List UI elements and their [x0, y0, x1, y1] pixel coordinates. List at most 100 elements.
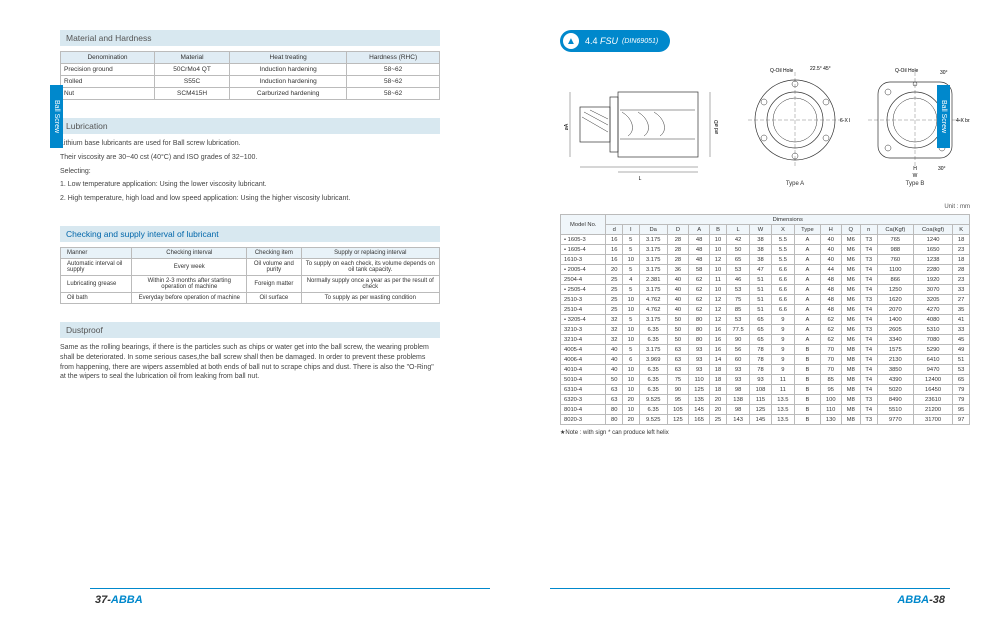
- diagram-row: øA L ød øD Q-Oil Hole 22.5° 45°: [560, 62, 970, 194]
- dim-cell: 2605: [877, 325, 913, 335]
- dim-cell: 50: [667, 335, 688, 345]
- dim-cell: 6.6: [771, 285, 795, 295]
- dim-cell: 10: [623, 405, 640, 415]
- dim-cell: 44: [820, 265, 841, 275]
- dim-cell: 63: [606, 395, 623, 405]
- dim-cell: 53: [726, 265, 750, 275]
- dim-cell: 40: [820, 235, 841, 245]
- dim-cell: 98: [726, 405, 750, 415]
- dim-cell: 51: [750, 285, 771, 295]
- dim-cell: 9770: [877, 415, 913, 425]
- lubrication-line: Selecting:: [60, 167, 440, 177]
- dim-cell: 48: [820, 295, 841, 305]
- dimensions-table: Model No.Dimensions dIDaDABLWXTypeHQnCa(…: [560, 214, 970, 425]
- dim-cell: 12: [710, 255, 727, 265]
- dim-cell: T3: [860, 415, 877, 425]
- dim-cell: B: [795, 385, 820, 395]
- dim-header: L: [726, 225, 750, 235]
- dim-cell: 28: [667, 245, 688, 255]
- dim-cell: 16450: [913, 385, 952, 395]
- dim-cell: 48: [689, 255, 710, 265]
- dim-cell: 125: [750, 405, 771, 415]
- dim-cell: 80: [689, 335, 710, 345]
- dim-cell: 65: [750, 335, 771, 345]
- dim-cell: 3.175: [639, 345, 667, 355]
- dim-cell: 12: [710, 315, 727, 325]
- dim-cell: 3850: [877, 365, 913, 375]
- dim-cell: • 2505-4: [561, 285, 606, 295]
- check-cell: Oil volume and purity: [247, 258, 301, 275]
- dim-cell: 3205: [913, 295, 952, 305]
- check-header: Manner: [61, 247, 132, 258]
- material-table: DenominationMaterialHeat treatingHardnes…: [60, 51, 440, 100]
- dim-cell: 4: [623, 275, 640, 285]
- footer-left-brand: ABBA: [111, 594, 143, 606]
- footer-line-left: [90, 588, 490, 589]
- dim-cell: 18: [710, 385, 727, 395]
- check-cell: Every week: [132, 258, 247, 275]
- material-cell: Nut: [61, 88, 155, 100]
- dim-cell: 110: [820, 405, 841, 415]
- dim-cell: 6.6: [771, 305, 795, 315]
- page-left: Ball Screw Material and Hardness Denomin…: [0, 0, 480, 621]
- dim-cell: T4: [860, 275, 877, 285]
- dim-cell: A: [795, 275, 820, 285]
- dim-cell: 10: [623, 295, 640, 305]
- dim-cell: 80: [689, 315, 710, 325]
- dim-cell: 93: [726, 365, 750, 375]
- dim-row: 5010-450106.357511018939311B85M8T4439012…: [561, 375, 970, 385]
- dim-cell: T4: [860, 385, 877, 395]
- dim-cell: 760: [877, 255, 913, 265]
- dim-cell: 80: [606, 405, 623, 415]
- dim-cell: 11: [771, 375, 795, 385]
- side-tab-right: Ball Screw: [937, 85, 950, 148]
- dim-row: 6320-363209.525951352013811513.5B100M8T3…: [561, 395, 970, 405]
- dim-cell: 48: [689, 235, 710, 245]
- dim-cell: 93: [689, 365, 710, 375]
- dim-cell: 10: [710, 265, 727, 275]
- dim-cell: T4: [860, 365, 877, 375]
- dim-header: D: [667, 225, 688, 235]
- dustproof-body: Same as the rolling bearings, if there i…: [60, 343, 440, 382]
- dim-cell: 10: [710, 235, 727, 245]
- dim-cell: 5010-4: [561, 375, 606, 385]
- dim-cell: 5: [623, 285, 640, 295]
- dim-cell: A: [795, 305, 820, 315]
- dim-header: K: [953, 225, 970, 235]
- dim-cell: M8: [841, 365, 860, 375]
- check-cell: Oil surface: [247, 292, 301, 303]
- dim-cell: 40: [606, 365, 623, 375]
- dim-cell: 95: [953, 405, 970, 415]
- dim-cell: 10: [710, 245, 727, 255]
- dim-cell: 125: [689, 385, 710, 395]
- dim-cell: 9470: [913, 365, 952, 375]
- material-cell: S55C: [154, 76, 229, 88]
- dim-cell: 3.175: [639, 235, 667, 245]
- dim-cell: 6.6: [771, 295, 795, 305]
- dim-row: • 3205-43253.17550801253659A62M6T4140040…: [561, 315, 970, 325]
- dim-cell: 4270: [913, 305, 952, 315]
- dim-cell: 25: [606, 295, 623, 305]
- dim-cell: 93: [726, 375, 750, 385]
- dim-cell: 5: [623, 235, 640, 245]
- dim-cell: 130: [820, 415, 841, 425]
- dim-cell: 85: [820, 375, 841, 385]
- dim-cell: 63: [667, 355, 688, 365]
- dim-cell: 9: [771, 365, 795, 375]
- dim-cell: 6320-3: [561, 395, 606, 405]
- dim-cell: 93: [689, 355, 710, 365]
- dim-cell: T4: [860, 345, 877, 355]
- dim-cell: 62: [820, 315, 841, 325]
- dim-cell: 70: [820, 355, 841, 365]
- dim-cell: 63: [667, 365, 688, 375]
- dim-cell: 50: [606, 375, 623, 385]
- dim-cell: 32: [606, 315, 623, 325]
- material-header: Denomination: [61, 52, 155, 64]
- dim-cell: 10: [623, 365, 640, 375]
- dim-cell: 62: [689, 285, 710, 295]
- check-cell: Within 2-3 months after starting operati…: [132, 275, 247, 292]
- dim-header: n: [860, 225, 877, 235]
- dim-cell: 62: [689, 295, 710, 305]
- dim-row: 3210-332106.3550801677.5659A62M6T3260553…: [561, 325, 970, 335]
- dim-cell: 93: [750, 375, 771, 385]
